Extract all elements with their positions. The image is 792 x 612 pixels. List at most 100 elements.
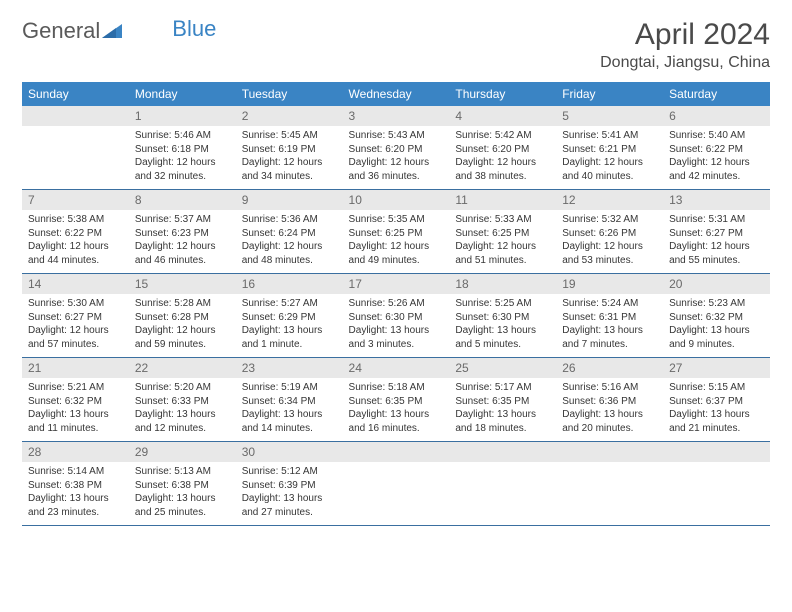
day-cell: 23Sunrise: 5:19 AMSunset: 6:34 PMDayligh… <box>236 358 343 442</box>
sunrise-text: Sunrise: 5:32 AM <box>562 213 657 227</box>
week-row: 28Sunrise: 5:14 AMSunset: 6:38 PMDayligh… <box>22 442 770 526</box>
sunrise-text: Sunrise: 5:21 AM <box>28 381 123 395</box>
sunrise-text: Sunrise: 5:33 AM <box>455 213 550 227</box>
daylight-text: Daylight: 12 hours and 42 minutes. <box>669 156 764 183</box>
daylight-text: Daylight: 12 hours and 36 minutes. <box>349 156 444 183</box>
week-row: 14Sunrise: 5:30 AMSunset: 6:27 PMDayligh… <box>22 274 770 358</box>
day-number <box>663 442 770 462</box>
day-number: 30 <box>236 442 343 462</box>
day-number: 29 <box>129 442 236 462</box>
day-detail: Sunrise: 5:46 AMSunset: 6:18 PMDaylight:… <box>129 126 236 189</box>
dow-thursday: Thursday <box>449 82 556 106</box>
sunset-text: Sunset: 6:29 PM <box>242 311 337 325</box>
dow-friday: Friday <box>556 82 663 106</box>
sunset-text: Sunset: 6:22 PM <box>669 143 764 157</box>
day-cell: 21Sunrise: 5:21 AMSunset: 6:32 PMDayligh… <box>22 358 129 442</box>
day-cell: 26Sunrise: 5:16 AMSunset: 6:36 PMDayligh… <box>556 358 663 442</box>
sunrise-text: Sunrise: 5:28 AM <box>135 297 230 311</box>
day-detail: Sunrise: 5:16 AMSunset: 6:36 PMDaylight:… <box>556 378 663 441</box>
day-detail: Sunrise: 5:18 AMSunset: 6:35 PMDaylight:… <box>343 378 450 441</box>
day-detail: Sunrise: 5:27 AMSunset: 6:29 PMDaylight:… <box>236 294 343 357</box>
day-number: 11 <box>449 190 556 210</box>
sunset-text: Sunset: 6:21 PM <box>562 143 657 157</box>
daylight-text: Daylight: 12 hours and 48 minutes. <box>242 240 337 267</box>
daylight-text: Daylight: 13 hours and 23 minutes. <box>28 492 123 519</box>
sunrise-text: Sunrise: 5:36 AM <box>242 213 337 227</box>
day-cell: 19Sunrise: 5:24 AMSunset: 6:31 PMDayligh… <box>556 274 663 358</box>
dow-row: Sunday Monday Tuesday Wednesday Thursday… <box>22 82 770 106</box>
daylight-text: Daylight: 12 hours and 40 minutes. <box>562 156 657 183</box>
sunrise-text: Sunrise: 5:18 AM <box>349 381 444 395</box>
sunset-text: Sunset: 6:25 PM <box>455 227 550 241</box>
day-number: 9 <box>236 190 343 210</box>
daylight-text: Daylight: 13 hours and 11 minutes. <box>28 408 123 435</box>
day-number: 8 <box>129 190 236 210</box>
sunset-text: Sunset: 6:33 PM <box>135 395 230 409</box>
dow-sunday: Sunday <box>22 82 129 106</box>
sunset-text: Sunset: 6:35 PM <box>349 395 444 409</box>
sunrise-text: Sunrise: 5:42 AM <box>455 129 550 143</box>
day-cell: 20Sunrise: 5:23 AMSunset: 6:32 PMDayligh… <box>663 274 770 358</box>
day-detail: Sunrise: 5:13 AMSunset: 6:38 PMDaylight:… <box>129 462 236 525</box>
sunset-text: Sunset: 6:22 PM <box>28 227 123 241</box>
day-detail: Sunrise: 5:45 AMSunset: 6:19 PMDaylight:… <box>236 126 343 189</box>
day-cell: 14Sunrise: 5:30 AMSunset: 6:27 PMDayligh… <box>22 274 129 358</box>
day-number: 20 <box>663 274 770 294</box>
daylight-text: Daylight: 12 hours and 55 minutes. <box>669 240 764 267</box>
daylight-text: Daylight: 13 hours and 25 minutes. <box>135 492 230 519</box>
sunset-text: Sunset: 6:32 PM <box>669 311 764 325</box>
daylight-text: Daylight: 12 hours and 38 minutes. <box>455 156 550 183</box>
sunset-text: Sunset: 6:26 PM <box>562 227 657 241</box>
day-number <box>22 106 129 126</box>
sunrise-text: Sunrise: 5:43 AM <box>349 129 444 143</box>
day-cell: 29Sunrise: 5:13 AMSunset: 6:38 PMDayligh… <box>129 442 236 526</box>
title-block: April 2024 Dongtai, Jiangsu, China <box>600 18 770 72</box>
header: General Blue April 2024 Dongtai, Jiangsu… <box>22 18 770 72</box>
day-number <box>556 442 663 462</box>
day-number: 14 <box>22 274 129 294</box>
daylight-text: Daylight: 13 hours and 12 minutes. <box>135 408 230 435</box>
sunset-text: Sunset: 6:28 PM <box>135 311 230 325</box>
day-cell <box>449 442 556 526</box>
sunrise-text: Sunrise: 5:25 AM <box>455 297 550 311</box>
sunset-text: Sunset: 6:20 PM <box>455 143 550 157</box>
sunset-text: Sunset: 6:35 PM <box>455 395 550 409</box>
sunset-text: Sunset: 6:38 PM <box>28 479 123 493</box>
day-cell: 28Sunrise: 5:14 AMSunset: 6:38 PMDayligh… <box>22 442 129 526</box>
day-cell: 15Sunrise: 5:28 AMSunset: 6:28 PMDayligh… <box>129 274 236 358</box>
day-detail: Sunrise: 5:12 AMSunset: 6:39 PMDaylight:… <box>236 462 343 525</box>
week-row: 21Sunrise: 5:21 AMSunset: 6:32 PMDayligh… <box>22 358 770 442</box>
day-number: 25 <box>449 358 556 378</box>
logo-text-general: General <box>22 18 100 44</box>
dow-saturday: Saturday <box>663 82 770 106</box>
day-cell: 13Sunrise: 5:31 AMSunset: 6:27 PMDayligh… <box>663 190 770 274</box>
day-cell: 30Sunrise: 5:12 AMSunset: 6:39 PMDayligh… <box>236 442 343 526</box>
day-number: 13 <box>663 190 770 210</box>
day-detail <box>343 462 450 514</box>
daylight-text: Daylight: 12 hours and 34 minutes. <box>242 156 337 183</box>
sunset-text: Sunset: 6:19 PM <box>242 143 337 157</box>
sunset-text: Sunset: 6:23 PM <box>135 227 230 241</box>
day-number: 10 <box>343 190 450 210</box>
day-detail: Sunrise: 5:31 AMSunset: 6:27 PMDaylight:… <box>663 210 770 273</box>
sunset-text: Sunset: 6:38 PM <box>135 479 230 493</box>
day-detail <box>449 462 556 514</box>
day-detail: Sunrise: 5:42 AMSunset: 6:20 PMDaylight:… <box>449 126 556 189</box>
day-detail <box>22 126 129 178</box>
day-cell: 2Sunrise: 5:45 AMSunset: 6:19 PMDaylight… <box>236 106 343 190</box>
day-number: 12 <box>556 190 663 210</box>
daylight-text: Daylight: 12 hours and 59 minutes. <box>135 324 230 351</box>
sunrise-text: Sunrise: 5:40 AM <box>669 129 764 143</box>
day-cell: 8Sunrise: 5:37 AMSunset: 6:23 PMDaylight… <box>129 190 236 274</box>
day-detail: Sunrise: 5:40 AMSunset: 6:22 PMDaylight:… <box>663 126 770 189</box>
day-number: 2 <box>236 106 343 126</box>
daylight-text: Daylight: 13 hours and 1 minute. <box>242 324 337 351</box>
sunrise-text: Sunrise: 5:19 AM <box>242 381 337 395</box>
sunset-text: Sunset: 6:36 PM <box>562 395 657 409</box>
sunset-text: Sunset: 6:32 PM <box>28 395 123 409</box>
sunset-text: Sunset: 6:25 PM <box>349 227 444 241</box>
sunrise-text: Sunrise: 5:20 AM <box>135 381 230 395</box>
dow-monday: Monday <box>129 82 236 106</box>
sunrise-text: Sunrise: 5:37 AM <box>135 213 230 227</box>
day-number: 27 <box>663 358 770 378</box>
